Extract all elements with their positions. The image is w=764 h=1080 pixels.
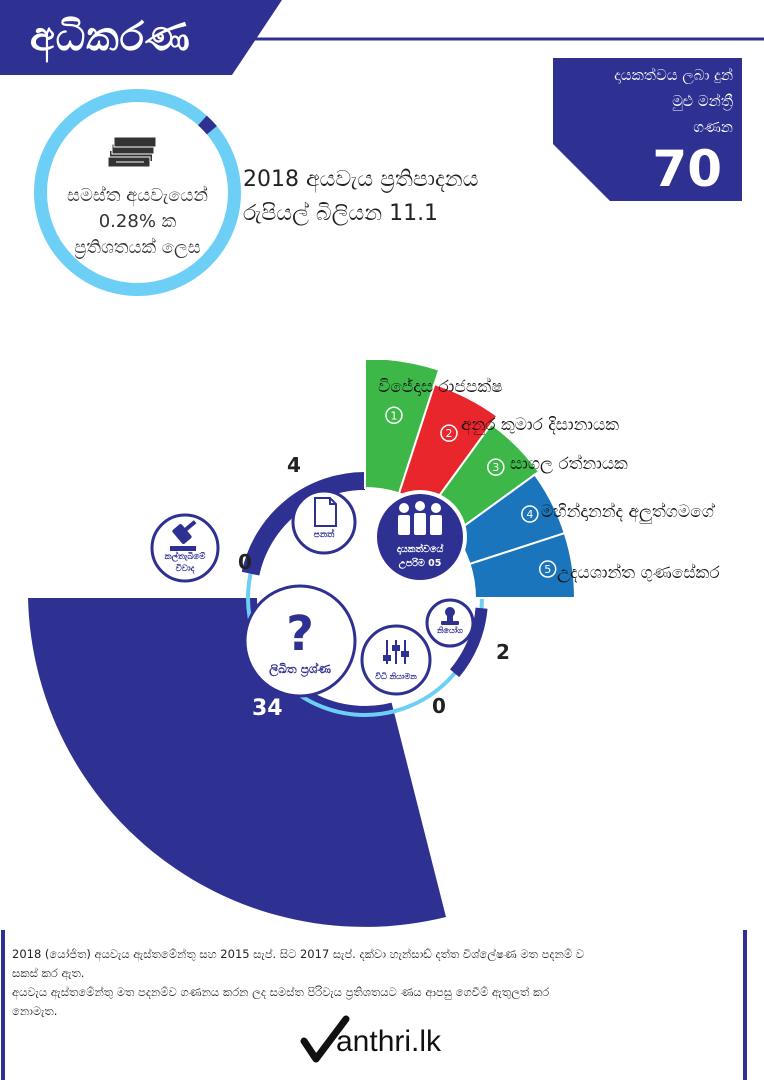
- members-label-line1: දායකත්වය ලබා දුන්: [614, 66, 733, 84]
- footnote-line3: අයවැය ඇස්තමේන්තු මත පදනම්ව ගණනය කරන ලද ස…: [12, 985, 550, 999]
- adjournment-count: 0: [238, 550, 252, 574]
- footnote-frame: [1, 930, 747, 1080]
- bills-count: 4: [287, 453, 301, 477]
- checkmark-logo-icon: [300, 1015, 350, 1063]
- money-icon: [107, 136, 157, 168]
- logo-text: anthri.lk: [336, 1025, 442, 1058]
- members-count-box: දායකත්වය ලබා දුන් මුළු මන්ත්‍රී ගණන 70: [553, 58, 742, 201]
- members-box-shape: [553, 58, 742, 201]
- bills-label: පනත්: [313, 530, 335, 540]
- share-text-line3: ප්‍රතිශතයක් ලෙස: [74, 237, 201, 258]
- appointments-label: නියෝග: [436, 626, 464, 635]
- contributors-label-line2: උපරිම 05: [398, 558, 442, 569]
- contributor-name-5: උදයශාන්ත ගුණසේකර: [557, 563, 720, 583]
- footnote-line4: නොමැත.: [12, 1004, 58, 1018]
- adjournment-label-line2: විවාද: [175, 564, 195, 574]
- members-label-line3: ගණන: [693, 118, 733, 136]
- page-title: අධිකරණ: [30, 14, 191, 60]
- contributor-name-4: මහින්දානන්ද අලුත්ගමගේ: [541, 502, 714, 522]
- budget-proposal-line1: 2018 අයවැය ප්‍රතිපාදනය: [243, 167, 479, 192]
- contributors-circle: [373, 490, 467, 584]
- contributor-name-3: සාගල රත්නායක: [510, 454, 628, 474]
- document-icon: [314, 497, 337, 527]
- rank-badge-1: [385, 406, 403, 425]
- stamp-icon: [441, 607, 459, 625]
- share-text-line2: 0.28% ක: [98, 211, 177, 232]
- rank-number-2: 2: [445, 427, 452, 440]
- bills-icon-circle: [291, 489, 357, 555]
- rank-number-4: 4: [526, 508, 533, 521]
- rank-number-3: 3: [492, 461, 499, 474]
- questions-icon-circle: [243, 584, 357, 698]
- contributors-label-line1: දායකත්වයේ: [396, 544, 444, 555]
- manthri-logo[interactable]: anthri.lk: [300, 1015, 480, 1065]
- members-count-value: 70: [652, 140, 722, 198]
- rank-badge-4: [521, 505, 539, 523]
- written-questions-label: ලිඛිත ප්‍රශ්ණ: [269, 662, 331, 676]
- gavel-icon: [170, 520, 197, 551]
- standing-orders-count: 0: [432, 694, 446, 718]
- appointments-count: 2: [496, 640, 510, 664]
- appointments-arc: [449, 607, 488, 678]
- rank-number-5: 5: [544, 563, 551, 576]
- footnote-line2: සකස් කර ඇත.: [12, 966, 85, 980]
- contributor-name-1: විජේදාස රාජපක්ෂ: [378, 377, 503, 397]
- rank-badge-3: [487, 458, 505, 476]
- budget-proposal-line2: රුපියල් බිලියන 11.1: [243, 201, 439, 226]
- share-arc: [197, 115, 217, 135]
- share-ring: [34, 89, 241, 296]
- budget-share-circle: සමස්ත අයවැයෙන් 0.28% ක ප්‍රතිශතයක් ලෙස: [30, 85, 245, 300]
- share-text-line1: සමස්ත අයවැයෙන්: [67, 185, 208, 206]
- footnote: 2018 (යෝජිත) අයවැය ඇස්තමේන්තු සහ 2015 සැ…: [0, 930, 750, 1080]
- rank-number-1: 1: [390, 409, 397, 422]
- question-mark-icon: ?: [286, 606, 314, 662]
- bills-arc: [241, 472, 366, 576]
- rank-badge-5: [538, 560, 557, 578]
- rank-badge-2: [440, 424, 458, 442]
- contributor-sector-5: [468, 531, 577, 599]
- title-banner: [0, 0, 764, 75]
- people-icon: [398, 501, 442, 535]
- standing-orders-label: විධි නියාමන: [375, 672, 417, 681]
- adjournment-label-line1: කල්තැබීමේ: [164, 552, 206, 562]
- members-label-line2: මුළු මන්ත්‍රී: [672, 92, 733, 110]
- contributor-name-2: අනුර කුමාර දිසානායක: [461, 415, 620, 435]
- written-questions-count: 34: [252, 696, 283, 721]
- footnote-line1: 2018 (යෝජිත) අයවැය ඇස්තමේන්තු සහ 2015 සැ…: [12, 947, 585, 961]
- sliders-icon: [383, 640, 409, 664]
